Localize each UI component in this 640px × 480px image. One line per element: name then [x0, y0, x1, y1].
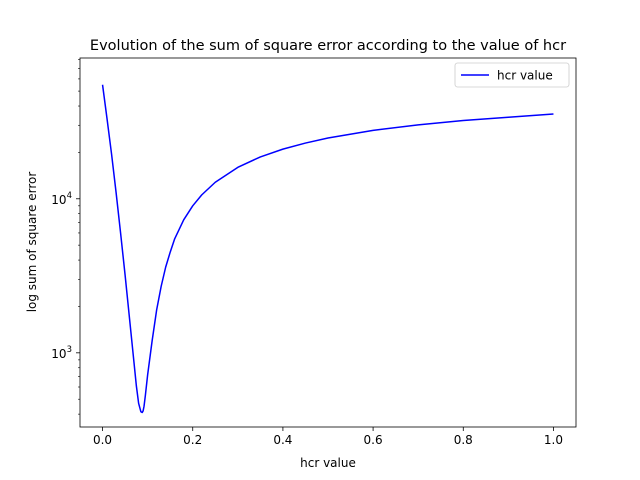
- legend-label: hcr value: [497, 69, 553, 83]
- plot-area: 0.0 0.2 0.4 0.6 0.8 1.0 103 104: [51, 57, 577, 447]
- y-axis-label: log sum of square error: [25, 172, 39, 313]
- axes-frame: [79, 57, 577, 428]
- legend: hcr value: [454, 62, 570, 88]
- legend-box: [454, 62, 570, 88]
- x-tick-label: 0.6: [364, 433, 383, 447]
- x-tick-label: 0.8: [454, 433, 473, 447]
- x-tick-label: 0.4: [273, 433, 292, 447]
- x-tick-label: 0.0: [93, 433, 112, 447]
- chart-title: Evolution of the sum of square error acc…: [90, 38, 566, 54]
- x-axis-label: hcr value: [300, 456, 356, 470]
- y-tick-label: 103: [51, 345, 72, 361]
- y-tick-label: 104: [51, 191, 72, 207]
- series-line-0: [101, 84, 554, 414]
- x-tick-label: 1.0: [544, 433, 563, 447]
- x-tick-label: 0.2: [183, 433, 202, 447]
